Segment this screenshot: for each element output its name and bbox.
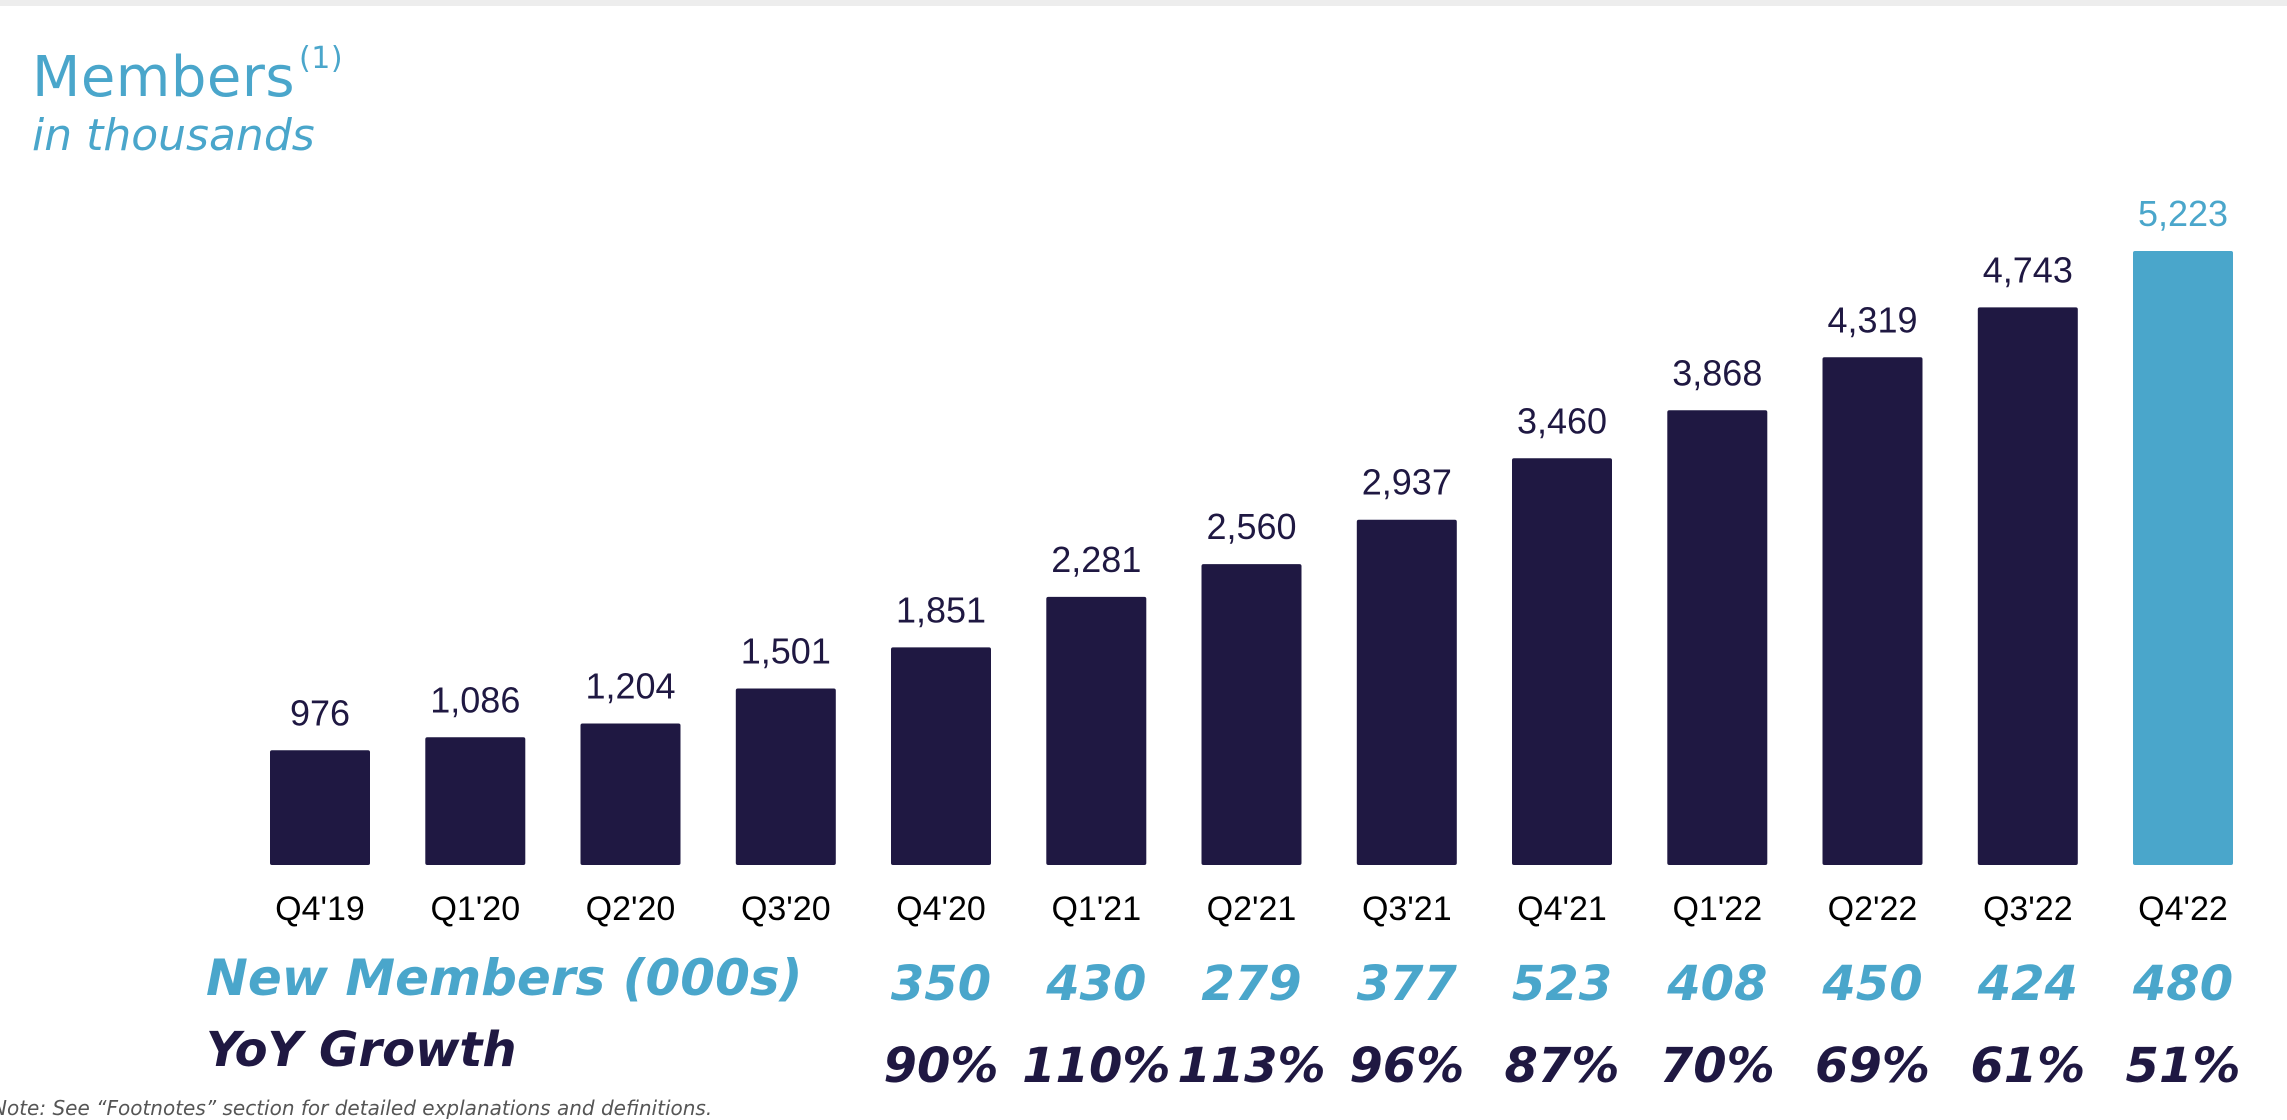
- value-label-Q419: 976: [290, 692, 350, 733]
- value-label-Q120: 1,086: [430, 679, 520, 720]
- bar-Q321: [1356, 519, 1457, 865]
- chart-title-block: Members (1) in thousands: [32, 44, 343, 161]
- yoy-growth-value-Q321: 96%: [1349, 1038, 1464, 1094]
- new-members-value-Q221: 279: [1201, 956, 1301, 1012]
- bar-Q420: [891, 647, 991, 865]
- category-label-Q121: Q1'21: [1051, 890, 1141, 928]
- value-label-Q121: 2,281: [1051, 539, 1141, 580]
- yoy-growth-value-Q322: 61%: [1970, 1038, 2085, 1094]
- value-label-Q321: 2,937: [1362, 462, 1452, 503]
- chart-subtitle: in thousands: [32, 110, 315, 161]
- category-label-Q221: Q2'21: [1207, 890, 1297, 928]
- bar-Q421: [1512, 458, 1612, 865]
- bar-Q322: [1977, 307, 2078, 865]
- category-label-Q322: Q3'22: [1983, 890, 2073, 928]
- new-members-value-Q420: 350: [891, 956, 991, 1012]
- value-labels-group: 976 1,086 1,204 1,501 1,851 2,281 2,560 2,937 3,…: [290, 193, 2228, 733]
- category-labels-group: Q4'19 Q1'20 Q2'20 Q3'20 Q4'20 Q1'21 Q2'21 Q3'21…: [275, 890, 2228, 928]
- yoy-growth-values-group: 90% 110% 113% 96% 87% 70% 69% 61% 51%: [884, 1038, 2241, 1094]
- yoy-growth-value-Q121: 110%: [1022, 1038, 1170, 1094]
- bar-Q122: [1667, 410, 1768, 865]
- category-label-Q420: Q4'20: [896, 890, 986, 928]
- top-border: [0, 0, 2287, 6]
- new-members-value-Q122: 408: [1666, 956, 1767, 1012]
- value-label-Q320: 1,501: [741, 631, 831, 672]
- bar-Q222: [1822, 357, 1923, 865]
- bar-Q419: [270, 750, 370, 865]
- yoy-growth-value-Q222: 69%: [1815, 1038, 1930, 1094]
- yoy-growth-value-Q421: 87%: [1505, 1038, 1620, 1094]
- bars-group: [270, 251, 2233, 865]
- new-members-value-Q322: 424: [1977, 956, 2078, 1012]
- bar-Q120: [425, 737, 526, 865]
- yoy-growth-value-Q422: 51%: [2126, 1038, 2241, 1094]
- category-label-Q222: Q2'22: [1828, 890, 1918, 928]
- category-label-Q321: Q3'21: [1362, 890, 1452, 928]
- new-members-value-Q422: 480: [2132, 956, 2233, 1012]
- chart-title: Members (1): [32, 44, 343, 106]
- bar-Q320: [735, 688, 836, 865]
- chart-title-text: Members: [32, 45, 296, 110]
- value-label-Q422: 5,223: [2138, 193, 2228, 234]
- category-label-Q120: Q1'20: [430, 890, 520, 928]
- value-label-Q221: 2,560: [1206, 506, 1296, 547]
- category-label-Q122: Q1'22: [1672, 890, 1762, 928]
- value-label-Q421: 3,460: [1517, 400, 1607, 441]
- value-label-Q222: 4,319: [1827, 299, 1917, 340]
- bar-Q422: [2133, 251, 2233, 865]
- bar-Q221: [1201, 564, 1302, 865]
- bar-Q121: [1046, 596, 1147, 865]
- category-label-Q419: Q4'19: [275, 890, 365, 928]
- new-members-value-Q421: 523: [1512, 956, 1612, 1012]
- category-label-Q421: Q4'21: [1517, 890, 1607, 928]
- title-footnote-marker: (1): [299, 41, 344, 77]
- yoy-growth-row-label: YoY Growth: [206, 1022, 517, 1078]
- bar-Q220: [580, 723, 681, 865]
- value-label-Q420: 1,851: [896, 589, 986, 630]
- value-label-Q220: 1,204: [585, 666, 675, 707]
- category-label-Q220: Q2'20: [586, 890, 676, 928]
- new-members-value-Q222: 450: [1821, 956, 1922, 1012]
- new-members-value-Q321: 377: [1357, 956, 1458, 1012]
- value-label-Q122: 3,868: [1672, 352, 1762, 393]
- yoy-growth-value-Q420: 90%: [884, 1038, 999, 1094]
- value-label-Q322: 4,743: [1983, 249, 2073, 290]
- footnote: Note: See “Footnotes” section for detail…: [0, 1096, 713, 1120]
- new-members-row-label: New Members (000s): [206, 949, 802, 1007]
- category-label-Q320: Q3'20: [741, 890, 831, 928]
- category-label-Q422: Q4'22: [2138, 890, 2228, 928]
- new-members-value-Q121: 430: [1045, 956, 1146, 1012]
- yoy-growth-value-Q221: 113%: [1177, 1038, 1325, 1094]
- new-members-values-group: 350 430 279 377 523 408 450 424 480: [891, 956, 2233, 1012]
- yoy-growth-value-Q122: 70%: [1660, 1038, 1775, 1094]
